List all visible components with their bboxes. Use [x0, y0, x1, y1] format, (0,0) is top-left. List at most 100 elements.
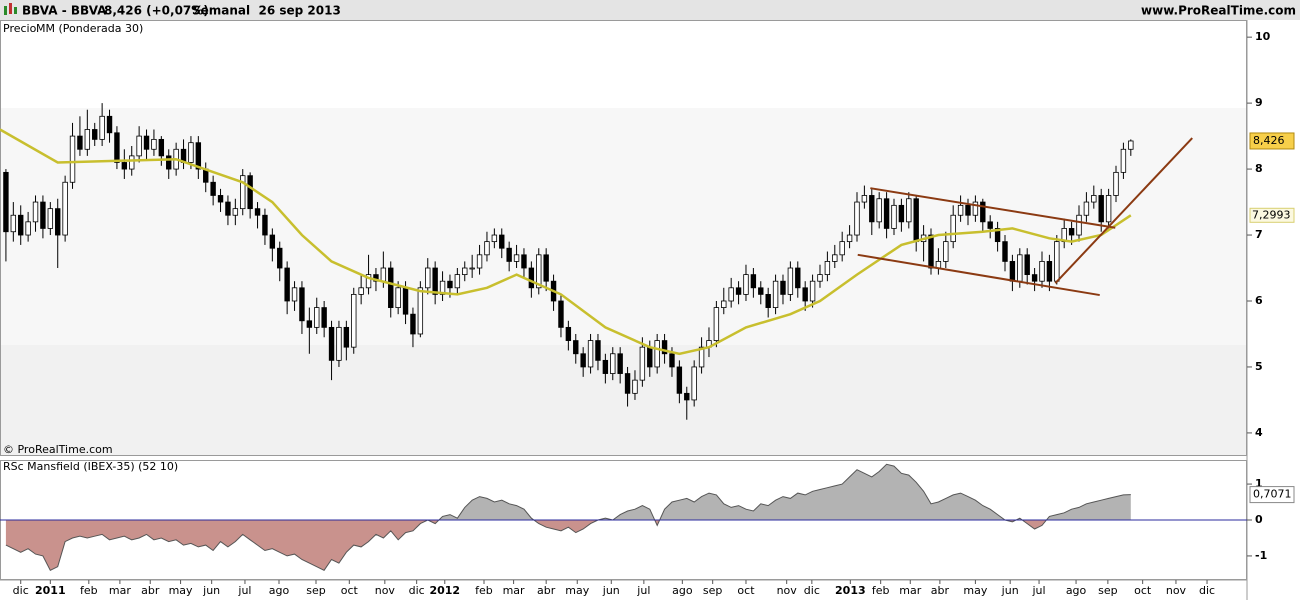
- x-tick-label: sep: [1098, 584, 1117, 597]
- candle-body: [254, 208, 261, 216]
- candle-body: [647, 346, 653, 368]
- panel-band: [0, 345, 1247, 456]
- candle-body: [846, 234, 853, 243]
- value-box-label: 8,426: [1253, 134, 1285, 147]
- candle-body: [772, 280, 779, 308]
- candle-body: [1120, 148, 1127, 173]
- candle-body: [602, 359, 609, 374]
- x-tick-label: oct: [341, 584, 359, 597]
- x-tick-label: nov: [1166, 584, 1187, 597]
- value-box: [1249, 207, 1295, 223]
- candle-body: [891, 204, 897, 229]
- candle-body: [758, 287, 764, 295]
- candle-body: [906, 198, 912, 223]
- candle-body: [1113, 171, 1119, 196]
- candle-body: [447, 280, 453, 289]
- candle-body: [832, 254, 838, 262]
- value-box-label: 0,7071: [1253, 488, 1292, 501]
- x-tick-label: oct: [737, 584, 755, 597]
- candle-body: [217, 195, 224, 203]
- candle-body: [114, 132, 120, 163]
- candle-body: [269, 234, 276, 249]
- candles: [0, 103, 1134, 420]
- x-tick-label: may: [963, 584, 987, 597]
- candle-body: [92, 129, 98, 140]
- candle-body: [817, 274, 823, 282]
- candle-body: [380, 267, 387, 282]
- x-tick-label: may: [565, 584, 589, 597]
- candle-body: [40, 201, 46, 229]
- candle-body: [506, 247, 512, 262]
- y-tick-label: 6: [1255, 294, 1263, 307]
- candle-body: [1098, 195, 1104, 223]
- value-box-label: 7,2993: [1252, 208, 1291, 221]
- candle-body: [513, 254, 520, 262]
- x-tick-label: 2011: [35, 584, 66, 597]
- candle-body: [854, 201, 860, 236]
- candle-body: [55, 208, 61, 236]
- y-tick-label: 1: [1255, 477, 1263, 490]
- candle-body: [225, 201, 231, 216]
- candle-body: [558, 300, 564, 328]
- app-icon: [4, 3, 17, 15]
- x-tick-label: jul: [237, 584, 251, 597]
- candle-body: [158, 138, 165, 157]
- candle-body: [654, 340, 660, 368]
- x-tick-label: oct: [1134, 584, 1152, 597]
- candle-body: [469, 267, 475, 270]
- candle-body: [25, 221, 31, 236]
- candle-body: [965, 204, 971, 216]
- candle-body: [839, 241, 845, 256]
- x-tick-label: mar: [503, 584, 525, 597]
- candle-body: [713, 307, 720, 341]
- x-tick-label: dic: [804, 584, 820, 597]
- candle-body: [661, 340, 668, 355]
- candle-body: [69, 135, 76, 183]
- price-change: 8,426 (+0,07%): [104, 4, 209, 18]
- candle-body: [1128, 140, 1134, 150]
- candle-body: [721, 300, 727, 308]
- candle-body: [795, 267, 801, 289]
- x-tick-label: ago: [672, 584, 693, 597]
- y-tick-label: 8: [1255, 162, 1263, 175]
- area-negative: [5, 520, 1131, 571]
- candle-body: [987, 221, 993, 229]
- y-tick-label: 5: [1255, 360, 1263, 373]
- candle-body: [395, 287, 401, 308]
- instrument-title: BBVA - BBVA: [22, 4, 107, 18]
- candle-body: [1076, 214, 1082, 236]
- candle-body: [1009, 261, 1016, 282]
- candle-body: [876, 198, 882, 223]
- candle-body: [698, 346, 705, 368]
- candle-body: [343, 326, 350, 348]
- indicator-line: [5, 463, 1131, 571]
- candle-body: [232, 208, 239, 216]
- candle-body: [624, 373, 631, 394]
- candle-body: [129, 155, 135, 170]
- candle-body: [750, 274, 757, 289]
- candle-body: [462, 267, 468, 276]
- source: www.ProRealTime.com: [1141, 4, 1296, 18]
- candle-body: [77, 135, 83, 150]
- candle-body: [1017, 254, 1023, 282]
- candle-body: [358, 287, 364, 295]
- x-tick-label: mar: [109, 584, 131, 597]
- candle-body: [802, 287, 808, 302]
- candle-body: [1046, 261, 1053, 282]
- candle-body: [99, 115, 105, 140]
- candle-body: [262, 214, 268, 236]
- candle-body: [365, 274, 372, 289]
- candle-body: [62, 181, 68, 236]
- candle-body: [454, 274, 461, 289]
- y-tick-label: -1: [1255, 549, 1267, 562]
- legend-price: Precio: [3, 22, 37, 35]
- candle-body: [1083, 201, 1090, 216]
- x-tick-label: abr: [931, 584, 950, 597]
- x-tick-label: ago: [269, 584, 290, 597]
- candle-body: [617, 353, 623, 374]
- candle-body: [247, 175, 253, 210]
- candle-body: [336, 326, 342, 361]
- x-tick-label: 2012: [429, 584, 460, 597]
- candle-body: [166, 155, 172, 170]
- candle-body: [291, 287, 298, 302]
